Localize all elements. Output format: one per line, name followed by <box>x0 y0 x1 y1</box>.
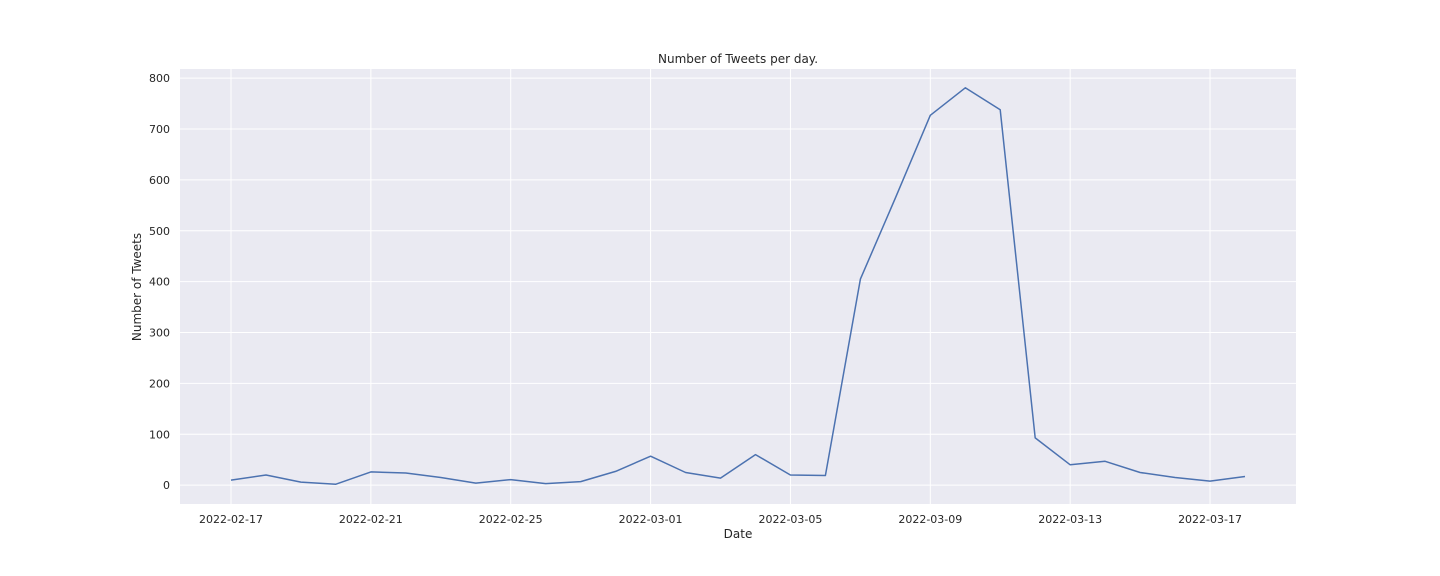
chart-title: Number of Tweets per day. <box>658 52 818 66</box>
x-tick-label: 2022-02-21 <box>339 513 403 526</box>
y-tick-labels: 0 100 200 300 400 500 600 700 800 <box>149 72 170 492</box>
x-gridlines <box>230 69 1211 504</box>
y-tick-label: 200 <box>149 377 170 390</box>
x-tick-label: 2022-03-13 <box>1038 513 1102 526</box>
y-tick-label: 700 <box>149 123 170 136</box>
x-tick-label: 2022-03-01 <box>619 513 683 526</box>
x-tick-label: 2022-03-09 <box>898 513 962 526</box>
x-tick-label: 2022-02-25 <box>479 513 543 526</box>
y-tick-label: 300 <box>149 327 170 340</box>
y-tick-label: 500 <box>149 225 170 238</box>
x-axis-label: Date <box>724 527 753 541</box>
y-tick-label: 0 <box>163 479 170 492</box>
y-axis-label: Number of Tweets <box>130 233 144 341</box>
y-tick-label: 100 <box>149 428 170 441</box>
x-tick-label: 2022-03-05 <box>758 513 822 526</box>
y-gridlines <box>180 77 1296 486</box>
y-tick-label: 600 <box>149 174 170 187</box>
y-tick-label: 400 <box>149 276 170 289</box>
x-tick-label: 2022-03-17 <box>1178 513 1242 526</box>
x-tick-label: 2022-02-17 <box>199 513 263 526</box>
x-tick-labels: 2022-02-17 2022-02-21 2022-02-25 2022-03-01… <box>199 513 1242 526</box>
series-line <box>230 87 1246 485</box>
y-tick-label: 800 <box>149 72 170 85</box>
plot-background <box>180 69 1296 504</box>
